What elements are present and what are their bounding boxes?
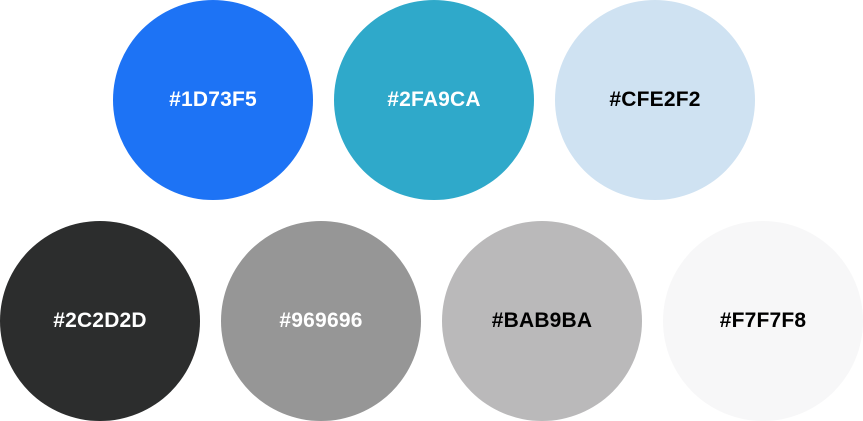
swatch-gray: #969696 xyxy=(221,221,421,421)
swatch-charcoal: #2C2D2D xyxy=(0,221,200,421)
swatch-label: #1D73F5 xyxy=(169,88,257,111)
swatch-label: #F7F7F8 xyxy=(719,309,807,332)
swatch-label: #2FA9CA xyxy=(387,88,481,111)
swatch-blue: #1D73F5 xyxy=(113,0,313,200)
swatch-label: #BAB9BA xyxy=(491,309,593,332)
swatch-label: #CFE2F2 xyxy=(609,88,701,111)
swatch-teal: #2FA9CA xyxy=(334,0,534,200)
swatch-label: #969696 xyxy=(279,309,363,332)
swatch-light-blue: #CFE2F2 xyxy=(555,0,755,200)
swatch-label: #2C2D2D xyxy=(53,309,147,332)
swatch-light-gray: #BAB9BA xyxy=(442,221,642,421)
swatch-off-white: #F7F7F8 xyxy=(663,221,863,421)
